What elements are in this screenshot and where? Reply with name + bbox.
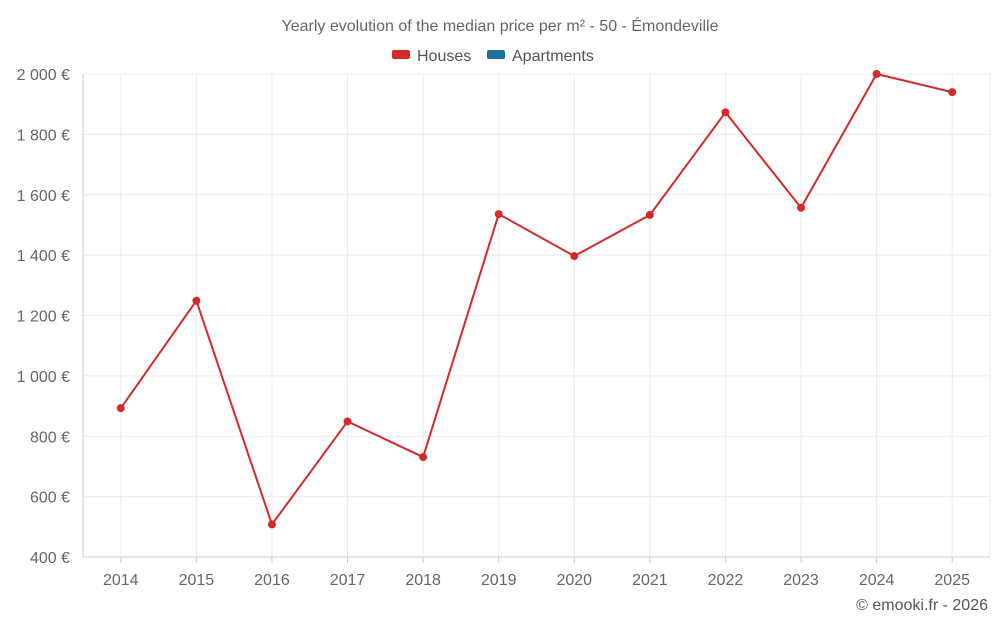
x-tick-label: 2014 <box>103 572 139 589</box>
legend-item-apartments[interactable]: Apartments <box>487 48 594 65</box>
data-point-houses-2016 <box>267 520 276 529</box>
legend-label-apartments: Apartments <box>512 48 594 65</box>
y-tick-label: 1 800 € <box>17 127 70 144</box>
data-point-houses-2025 <box>948 88 957 97</box>
y-tick-label: 400 € <box>30 550 70 567</box>
grid <box>83 73 991 557</box>
x-tick-label: 2016 <box>254 572 290 589</box>
y-tick-label: 2 000 € <box>17 67 70 84</box>
data-point-houses-2021 <box>645 210 654 219</box>
legend: Houses Apartments <box>392 48 594 65</box>
x-tick-label: 2021 <box>632 572 668 589</box>
x-tick-label: 2023 <box>783 572 819 589</box>
x-tick-label: 2020 <box>556 572 592 589</box>
y-tick-label: 800 € <box>30 429 70 446</box>
data-point-houses-2022 <box>721 108 730 117</box>
chart-title: Yearly evolution of the median price per… <box>282 16 719 35</box>
x-tick-label: 2017 <box>330 572 366 589</box>
data-point-houses-2017 <box>343 417 352 426</box>
data-point-houses-2024 <box>872 70 881 78</box>
series-line-houses <box>119 73 953 526</box>
y-tick-label: 1 600 € <box>17 188 70 205</box>
data-point-houses-2023 <box>797 203 806 212</box>
data-point-houses-2019 <box>494 210 503 219</box>
data-point-houses-2014 <box>116 404 125 413</box>
y-tick-label: 1 000 € <box>17 369 70 386</box>
x-tick-label: 2025 <box>934 572 970 589</box>
x-tick-label: 2015 <box>179 572 215 589</box>
data-point-houses-2020 <box>570 252 579 261</box>
legend-swatch-houses <box>392 50 410 59</box>
x-tick-label: 2024 <box>859 572 895 589</box>
series-layer <box>116 70 957 529</box>
legend-swatch-apartments <box>487 50 505 59</box>
x-tick-label: 2019 <box>481 572 517 589</box>
y-tick-label: 1 400 € <box>17 248 70 265</box>
y-tick-label: 600 € <box>30 490 70 507</box>
x-tick-label: 2018 <box>405 572 441 589</box>
credit-text: © emooki.fr - 2026 <box>856 597 988 614</box>
legend-label-houses: Houses <box>417 48 471 65</box>
data-point-houses-2018 <box>419 453 428 462</box>
data-point-houses-2015 <box>192 296 201 305</box>
y-tick-label: 1 200 € <box>17 309 70 326</box>
x-tick-label: 2022 <box>708 572 744 589</box>
axes: 400 € 600 € 800 € 1 000 € 1 200 € 1 400 € 1 60… <box>17 67 990 589</box>
legend-item-houses[interactable]: Houses <box>392 48 471 65</box>
